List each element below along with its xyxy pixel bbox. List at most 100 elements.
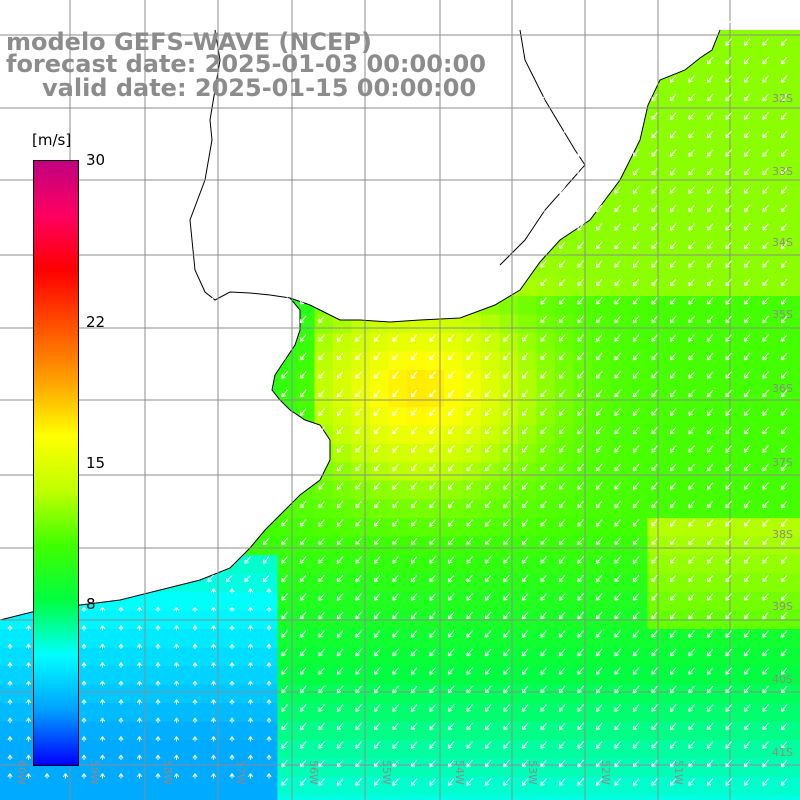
wind-arrow [632,426,640,435]
wind-arrow [688,130,695,139]
wind-arrow [192,773,198,779]
wind-arrow [540,408,547,416]
wind-speed-cell [777,795,796,800]
wind-arrow [192,736,198,742]
wind-speed-cell [647,795,667,800]
wind-arrow [244,556,251,564]
wind-arrow [299,611,307,620]
wind-arrow [595,778,603,786]
wind-arrow [503,445,510,453]
wind-arrow [780,241,788,250]
wind-arrow [743,574,751,583]
wind-arrow [299,685,307,694]
wind-arrow [743,389,751,398]
wind-arrow [262,556,270,564]
wind-arrow [669,463,677,472]
wind-arrow [281,593,288,601]
wind-arrow [392,704,399,712]
wind-arrow [355,685,362,694]
wind-arrow [762,19,769,28]
wind-speed-cell [92,777,112,796]
wind-arrow [7,625,13,631]
wind-arrow [429,408,436,416]
wind-arrow [577,371,584,379]
wind-arrow [725,93,732,102]
wind-arrow [558,297,566,305]
wind-speed-cell [795,407,800,426]
longitude-label: 56W [307,760,320,785]
wind-arrow [99,717,106,723]
wind-arrow [669,112,677,120]
wind-arrow [392,667,399,675]
wind-arrow [706,463,714,472]
wind-speed-cell [758,795,778,800]
latitude-label: 39S [772,600,793,613]
wind-arrow [281,537,288,546]
wind-arrow [632,260,640,268]
wind-arrow [780,537,788,546]
wind-arrow [373,537,381,546]
wind-arrow [118,606,124,612]
wind-arrow [521,500,529,509]
wind-arrow [318,408,325,416]
wind-arrow [669,704,677,712]
wind-arrow [688,241,695,250]
wind-arrow [651,667,658,675]
wind-arrow [466,463,473,472]
wind-arrow [247,588,254,594]
wind-arrow [484,593,492,601]
wind-arrow [577,315,584,324]
wind-arrow [299,426,307,435]
wind-arrow [614,38,621,46]
wind-arrow [99,625,106,631]
wind-arrow [780,130,788,139]
wind-arrow [484,741,492,749]
wind-arrow [484,537,492,546]
wind-arrow [318,593,325,601]
wind-arrow [762,426,769,435]
wind-arrow [725,445,732,453]
wind-arrow [725,667,732,675]
wind-arrow [373,352,381,361]
wind-arrow [725,19,732,28]
wind-arrow [466,574,473,583]
latitude-label: 36S [772,382,793,395]
wind-arrow [706,389,714,398]
wind-arrow [688,260,695,268]
wind-arrow [540,352,547,361]
wind-arrow [299,408,307,416]
wind-speed-cell [222,795,241,800]
wind-arrow [762,611,769,620]
wind-arrow [688,537,695,546]
wind-arrow [558,685,566,694]
wind-arrow [447,500,455,509]
wind-arrow [614,704,621,712]
wind-arrow [706,352,714,361]
wind-arrow [595,112,603,120]
wind-speed-cell [795,462,800,482]
wind-arrow [447,759,455,768]
wind-arrow [244,352,251,361]
wind-speed-cell [259,592,278,611]
wind-arrow [614,426,621,435]
wind-arrow [355,389,362,398]
wind-arrow [688,463,695,472]
wind-arrow [318,315,325,324]
wind-arrow [466,426,473,435]
wind-arrow [484,722,492,731]
wind-arrow [466,667,473,675]
wind-arrow [521,648,529,657]
wind-arrow [262,371,270,379]
wind-arrow [336,704,344,712]
wind-arrow [651,778,658,786]
wind-arrow [392,408,399,416]
wind-speed-cell [129,740,149,759]
wind-arrow [688,167,695,176]
wind-arrow [743,297,751,305]
longitude-label: 52W [599,760,612,785]
wind-arrow [521,685,529,694]
wind-arrow [743,667,751,675]
wind-arrow [614,611,621,620]
wind-arrow [743,685,751,694]
wind-arrow [336,371,344,379]
